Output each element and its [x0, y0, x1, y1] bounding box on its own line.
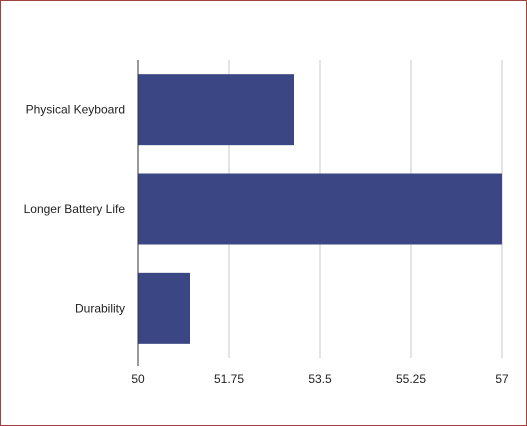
- bars: [138, 74, 502, 344]
- bar: [138, 74, 294, 146]
- category-label: Physical Keyboard: [26, 103, 125, 117]
- x-tick-labels: 50 51.75 53.5 55.25 57: [131, 372, 509, 386]
- category-label: Longer Battery Life: [24, 202, 126, 216]
- x-tick-label: 55.25: [396, 372, 426, 386]
- x-tick-label: 50: [131, 372, 145, 386]
- x-tick-label: 53.5: [308, 372, 332, 386]
- category-label: Durability: [75, 301, 125, 315]
- x-tick-label: 51.75: [214, 372, 244, 386]
- x-tick-label: 57: [495, 372, 509, 386]
- bar: [138, 272, 190, 344]
- bar: [138, 173, 502, 245]
- category-labels: Physical Keyboard Longer Battery Life Dura…: [24, 103, 126, 316]
